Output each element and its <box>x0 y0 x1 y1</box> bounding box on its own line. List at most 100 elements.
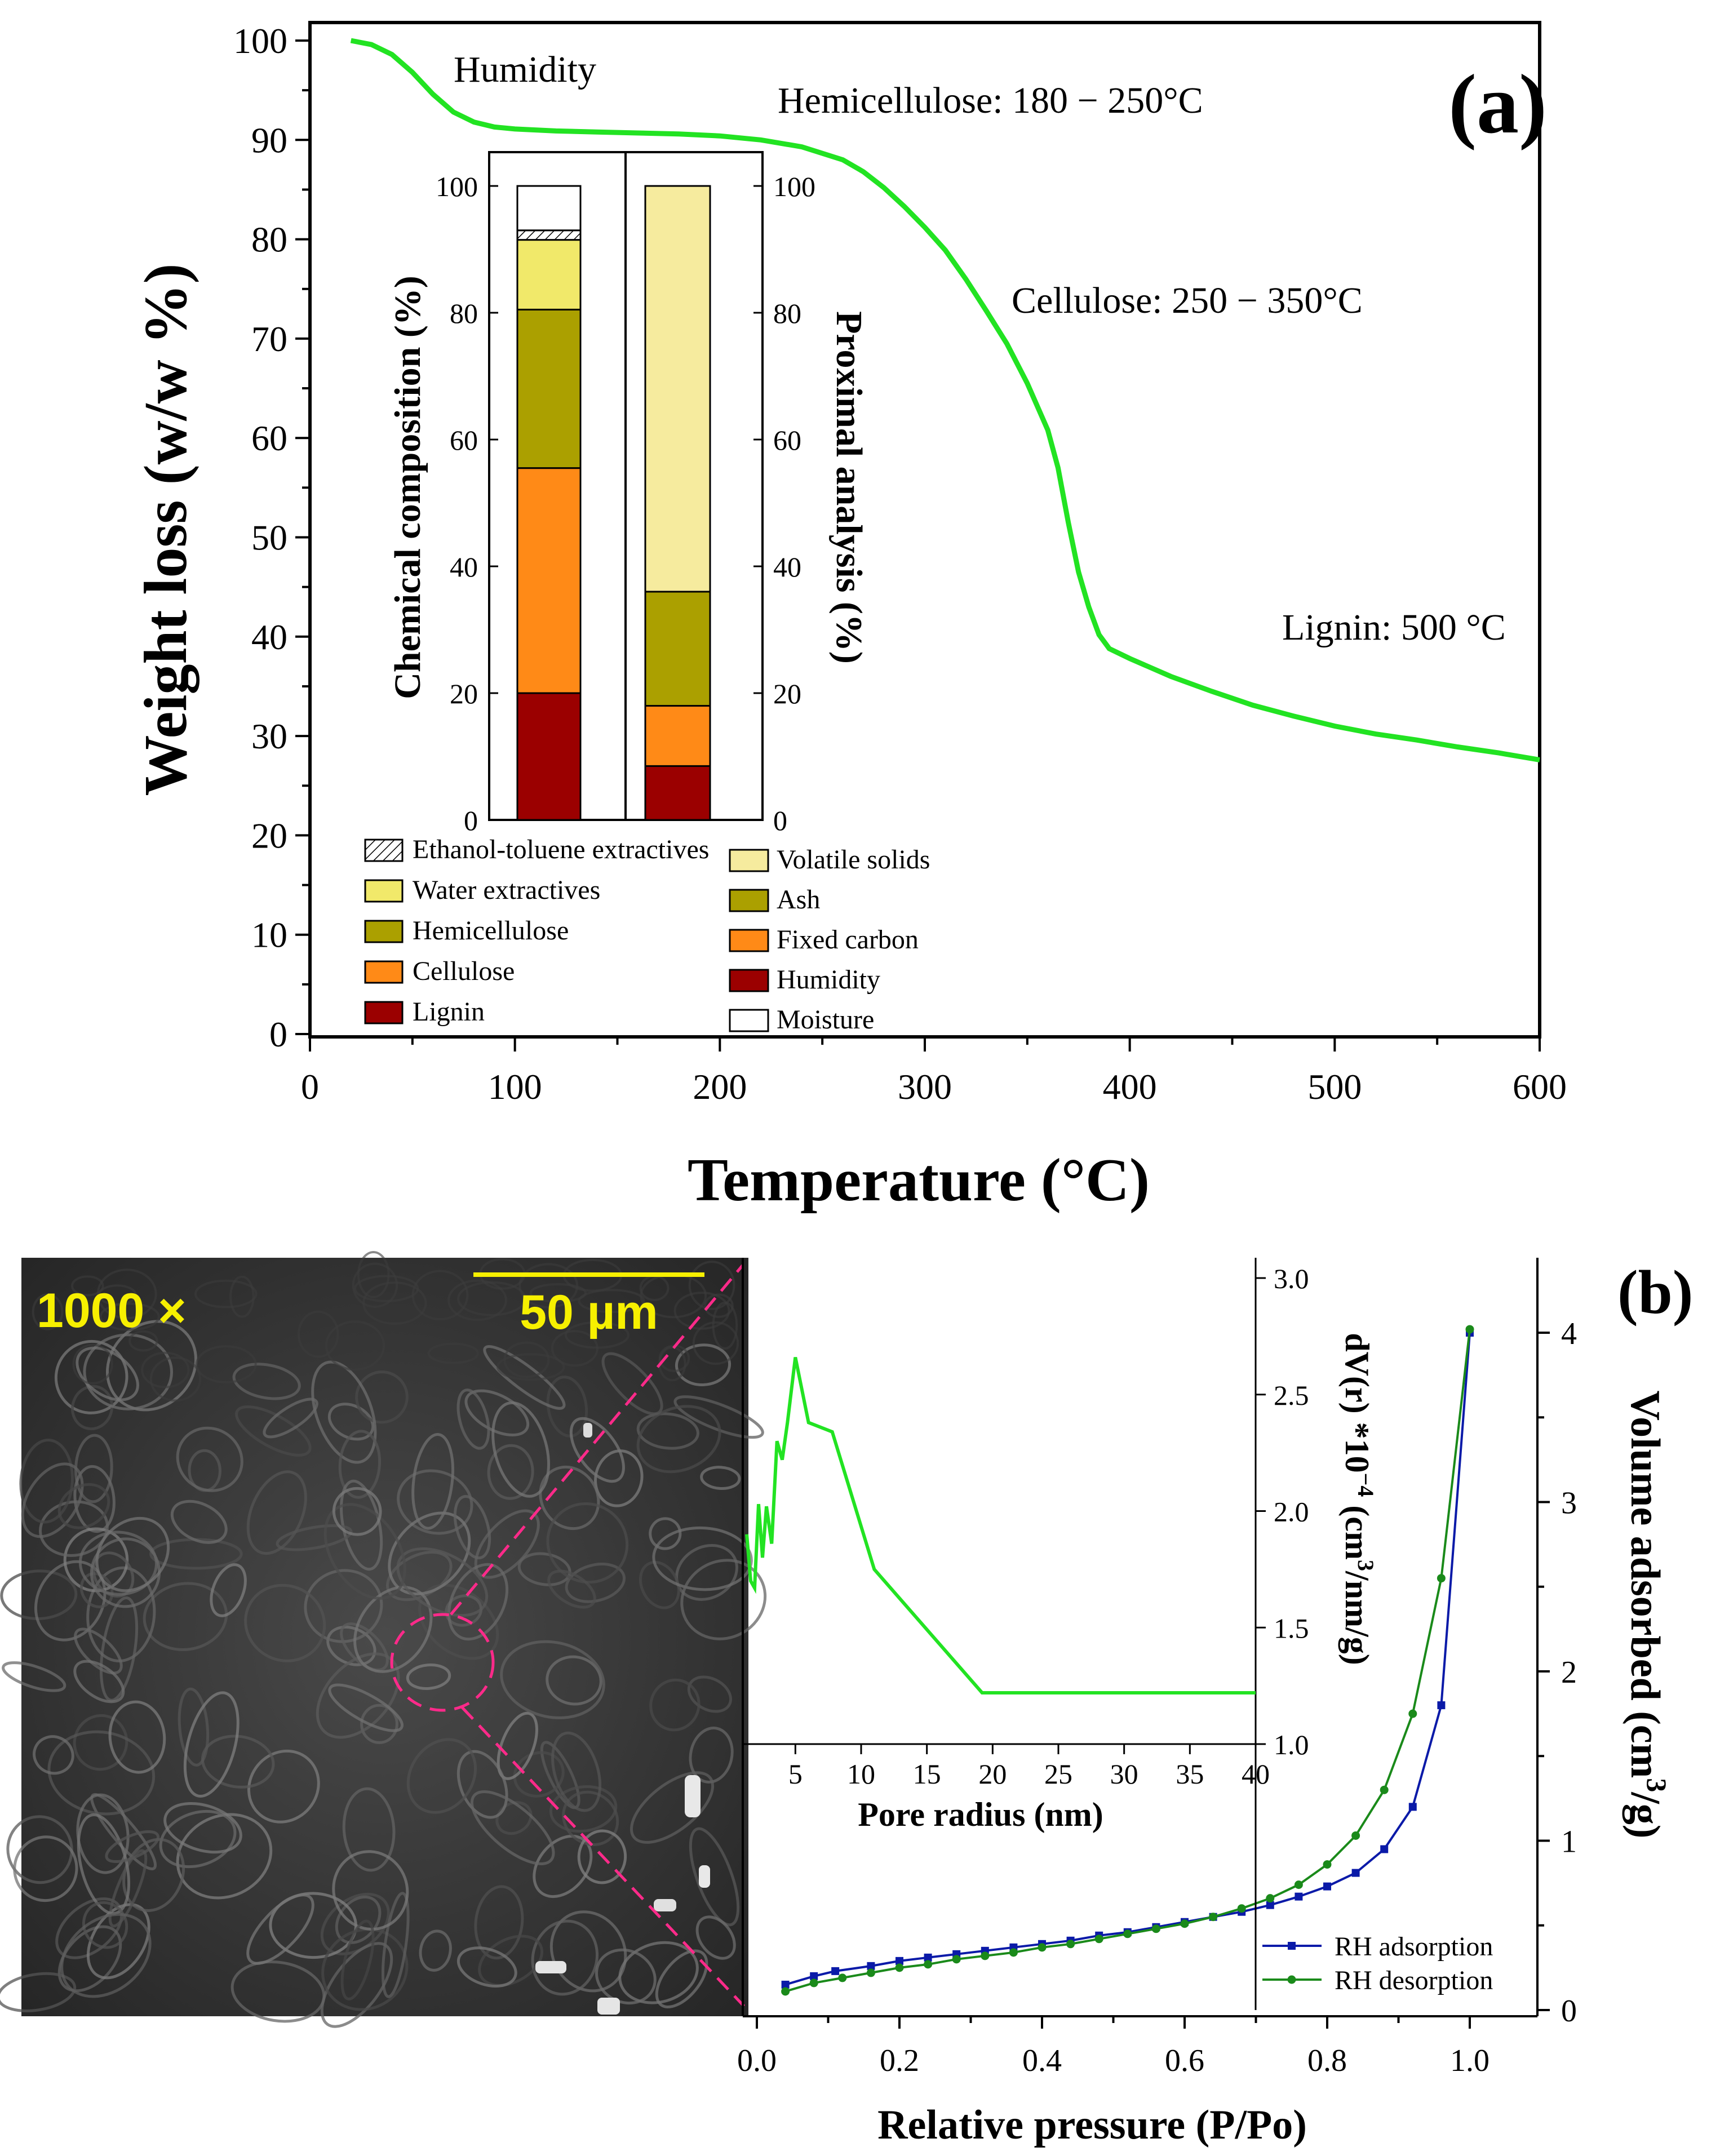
annotation-cellulose: Cellulose: 250 − 350°C <box>1012 280 1363 321</box>
inset-a-left-tick-label: 80 <box>450 298 478 329</box>
desorption-point <box>1351 1831 1360 1840</box>
legend-label: RH desorption <box>1335 1966 1493 1995</box>
sem-magnification: 1000 × <box>37 1284 186 1338</box>
sem-grain <box>355 1370 409 1424</box>
sem-grain <box>411 1433 454 1530</box>
sem-grain <box>675 1343 732 1386</box>
sem-grain <box>128 1330 158 1352</box>
sem-highlight <box>583 1423 592 1438</box>
y-tick-label: 1 <box>1561 1825 1577 1860</box>
sem-grain <box>529 1283 587 1303</box>
annotation-lignin: Lignin: 500 °C <box>1282 607 1506 648</box>
legend-label: RH adsorption <box>1335 1932 1493 1962</box>
x-tick-label: 600 <box>1513 1067 1567 1107</box>
sem-scale-label: 50 µm <box>520 1285 658 1339</box>
sem-grain <box>332 1487 382 1536</box>
inset-b-y-tick-label: 1.0 <box>1274 1729 1309 1760</box>
sem-grain <box>406 1663 451 1690</box>
sem-grain <box>680 1559 767 1640</box>
sem-grain <box>565 1563 626 1603</box>
legend-swatch <box>364 960 404 984</box>
sem-grain <box>673 1292 730 1330</box>
sem-grain <box>276 1524 353 1551</box>
sem-grain <box>577 1829 627 1884</box>
sem-grain <box>78 1531 158 1596</box>
sem-grain <box>105 1830 159 1864</box>
sem-grain <box>531 1919 599 1996</box>
inset-a-right-tick-label: 0 <box>773 805 787 836</box>
sem-grain <box>108 1700 166 1774</box>
legend-swatch <box>729 929 769 952</box>
panel-b-series <box>781 1325 1474 1996</box>
desorption-point <box>1323 1860 1332 1869</box>
sem-grain <box>246 1470 307 1555</box>
sem-grain <box>170 1500 228 1544</box>
sem-highlight <box>597 1998 620 2015</box>
adsorption-point <box>1380 1845 1389 1853</box>
inset-a-right-tick-label: 60 <box>773 424 801 456</box>
sem-grain <box>630 1771 715 1844</box>
inset-b-x-tick-label: 35 <box>1176 1758 1204 1790</box>
legend-swatch <box>364 920 404 943</box>
inset-b-pore-curve <box>745 1357 1256 1694</box>
sem-grain <box>321 1928 409 2011</box>
y-tick-label: 0 <box>269 1014 287 1054</box>
panel-b: 1000 × 50 µm 0.0 0.2 0.4 0.6 0.8 1.0 0 1 2 3 4 Re… <box>0 1251 1693 2148</box>
inset-a-right-y-label: Proximal analysis (%) <box>828 311 870 664</box>
adsorption-point <box>1266 1901 1274 1909</box>
sem-grain <box>247 1749 320 1824</box>
sem-grain <box>478 1935 544 1987</box>
y-tick-label: 2 <box>1561 1655 1577 1690</box>
legend-swatch <box>729 969 769 992</box>
sem-highlight <box>535 1961 566 1973</box>
sem-grain <box>692 1321 739 1365</box>
sem-grain <box>99 1596 139 1702</box>
legend-swatch <box>364 1001 404 1024</box>
sem-grain <box>352 1262 398 1308</box>
desorption-point <box>1151 1924 1160 1933</box>
bar-segment <box>516 467 582 694</box>
sem-grain <box>328 1683 404 1732</box>
legend-label: Hemicellulose <box>413 916 569 946</box>
y-tick-label: 10 <box>251 915 287 955</box>
adsorption-point <box>867 1962 875 1970</box>
inset-b-x-tick-label: 30 <box>1110 1758 1138 1790</box>
sem-grain <box>447 1279 507 1321</box>
sem-grain <box>419 1929 452 1972</box>
sem-grain <box>649 1678 701 1732</box>
sem-grain <box>163 1802 242 1854</box>
sem-grain <box>57 1483 110 1529</box>
sem-grain <box>32 1293 64 1330</box>
sem-grain <box>340 1622 389 1671</box>
sem-grain <box>33 1735 74 1775</box>
y-tick-label: 60 <box>251 418 287 458</box>
sem-micrograph: 1000 × 50 µm <box>0 1251 767 2028</box>
legend-label: Fixed carbon <box>777 925 919 955</box>
sem-grain <box>83 1333 173 1410</box>
sem-grain <box>453 1495 491 1560</box>
inset-a-left-tick-label: 0 <box>464 805 478 836</box>
sem-grain <box>108 1849 148 1928</box>
bar-segment <box>516 229 582 241</box>
sem-grain <box>298 1310 339 1358</box>
adsorption-point <box>1437 1701 1446 1710</box>
sem-grain <box>354 1275 419 1302</box>
sem-grain <box>72 1343 113 1385</box>
sem-grain <box>60 1913 152 1998</box>
desorption-point <box>1465 1325 1474 1334</box>
legend-marker <box>1287 1975 1296 1984</box>
sem-grain <box>655 1949 708 2008</box>
y-tick-label: 0 <box>1561 1994 1577 2029</box>
x-tick-label: 400 <box>1103 1067 1157 1107</box>
panel-b-inset-pore-chart: 5 10 15 20 25 30 35 40 1.0 1.5 2.0 2.5 3.0 Pore rad… <box>743 1258 1378 2010</box>
sem-grain <box>178 1687 210 1767</box>
adsorption-point <box>924 1953 932 1962</box>
sem-grain <box>689 1727 734 1784</box>
legend-label: Cellulose <box>413 956 515 986</box>
inset-b-x-tick-label: 25 <box>1044 1758 1072 1790</box>
inset-b-y-tick-label: 2.0 <box>1274 1496 1309 1528</box>
sem-highlight <box>654 1899 676 1911</box>
inset-a-right-tick-label: 20 <box>773 678 801 709</box>
sem-grain <box>19 1439 74 1524</box>
